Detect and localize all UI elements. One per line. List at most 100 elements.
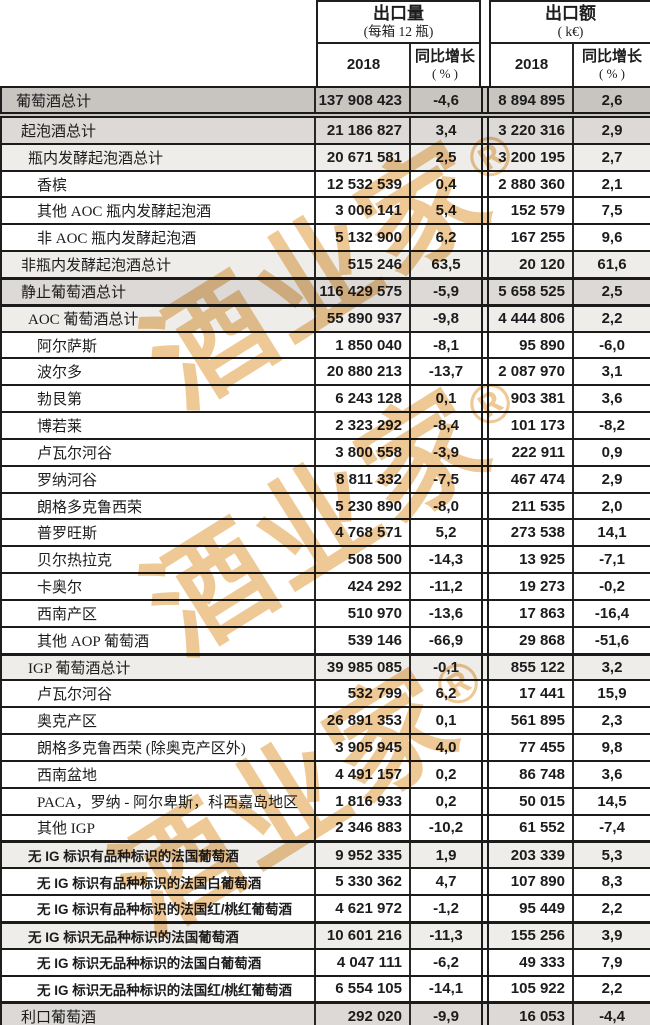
table-row: 普罗旺斯 4 768 571 5,2 273 538 14,1 bbox=[0, 520, 650, 548]
value-2018-cell: 95 449 bbox=[489, 896, 574, 921]
column-group-title: 出口量 bbox=[373, 4, 424, 24]
volume-growth-cell: -14,3 bbox=[428, 551, 464, 569]
column-group-divider bbox=[481, 144, 489, 170]
volume-2018-cell: 20 671 581 bbox=[316, 144, 411, 170]
row-label: AOC 葡萄酒总计 bbox=[0, 306, 316, 331]
value-2018-cell: 155 256 bbox=[489, 923, 574, 948]
value-2018-cell: 19 273 bbox=[489, 574, 574, 599]
row-label: 西南盆地 bbox=[0, 761, 316, 787]
volume-2018-cell: 532 799 bbox=[316, 681, 411, 707]
value-growth-cell: 2,2 bbox=[601, 980, 623, 998]
volume-growth-cell: 0,2 bbox=[435, 792, 457, 810]
value-growth-cell: 2,3 bbox=[601, 712, 623, 730]
row-label: 无 IG 标识有品种标识的法国红/桃红葡萄酒 bbox=[0, 896, 316, 921]
column-group-subtitle: (每箱 12 瓶) bbox=[363, 24, 434, 40]
column-group-divider bbox=[481, 681, 489, 707]
table-row: 起泡酒总计 21 186 827 3,4 3 220 316 2,9 bbox=[0, 118, 650, 145]
value-growth-cell: 2,2 bbox=[601, 310, 623, 328]
value-growth-cell: 8,3 bbox=[601, 873, 623, 891]
column-group-divider bbox=[481, 520, 489, 546]
row-label: 普罗旺斯 bbox=[0, 520, 316, 546]
row-label: 卢瓦尔河谷 bbox=[0, 439, 316, 465]
column-group-divider bbox=[481, 118, 489, 143]
volume-2018-cell: 508 500 bbox=[316, 547, 411, 573]
table-row: 其他 AOP 葡萄酒 539 146 -66,9 29 868 -51,6 bbox=[0, 627, 650, 655]
value-2018-cell: 3 220 316 bbox=[489, 118, 574, 143]
row-label: 其他 AOP 葡萄酒 bbox=[0, 627, 316, 653]
column-group-divider bbox=[481, 923, 489, 948]
table-row: 西南盆地 4 491 157 0,2 86 748 3,6 bbox=[0, 761, 650, 789]
table-row: 波尔多 20 880 213 -13,7 2 087 970 3,1 bbox=[0, 359, 650, 387]
volume-2018-cell: 4 621 972 bbox=[316, 896, 411, 921]
table-row: 瓶内发酵起泡酒总计 20 671 581 2,5 3 200 195 2,7 bbox=[0, 144, 650, 172]
table-row: 利口葡萄酒 292 020 -9,9 16 053 -4,4 bbox=[0, 1003, 650, 1025]
value-growth-cell: 2,1 bbox=[601, 175, 623, 193]
value-2018-cell: 16 053 bbox=[489, 1004, 574, 1025]
row-label: 贝尔热拉克 bbox=[0, 547, 316, 573]
volume-2018-cell: 5 230 890 bbox=[316, 493, 411, 519]
column-group-divider bbox=[481, 1004, 489, 1025]
table-row: 罗纳河谷 8 811 332 -7,5 467 474 2,9 bbox=[0, 466, 650, 494]
volume-growth-cell: 6,2 bbox=[435, 229, 457, 247]
value-2018-cell: 95 890 bbox=[489, 332, 574, 358]
column-group-gap bbox=[481, 44, 489, 86]
column-group-divider bbox=[481, 386, 489, 412]
row-label: PACA，罗纳 - 阿尔卑斯，科西嘉岛地区 bbox=[0, 788, 316, 814]
volume-2018-cell: 26 891 353 bbox=[316, 708, 411, 734]
volume-2018-cell: 1 816 933 bbox=[316, 788, 411, 814]
table-row: 非瓶内发酵起泡酒总计 515 246 63,5 20 120 61,6 bbox=[0, 252, 650, 279]
table-row: 其他 AOC 瓶内发酵起泡酒 3 006 141 5,4 152 579 7,5 bbox=[0, 198, 650, 226]
value-growth-cell: 5,3 bbox=[601, 846, 623, 864]
value-growth-cell: 3,6 bbox=[601, 765, 623, 783]
value-growth-cell: -4,4 bbox=[599, 1007, 625, 1025]
value-2018-cell: 561 895 bbox=[489, 708, 574, 734]
volume-2018-cell: 424 292 bbox=[316, 574, 411, 599]
table-row: 贝尔热拉克 508 500 -14,3 13 925 -7,1 bbox=[0, 547, 650, 575]
row-label: 静止葡萄酒总计 bbox=[0, 279, 316, 304]
volume-growth-cell: 0,1 bbox=[435, 712, 457, 730]
value-2018-cell: 3 200 195 bbox=[489, 144, 574, 170]
volume-growth-cell: 1,9 bbox=[435, 846, 457, 864]
volume-growth-cell: -13,7 bbox=[428, 363, 464, 381]
table-row: 奥克产区 26 891 353 0,1 561 895 2,3 bbox=[0, 708, 650, 736]
table-row: 卡奥尔 424 292 -11,2 19 273 -0,2 bbox=[0, 574, 650, 601]
row-label: 葡萄酒总计 bbox=[0, 88, 316, 112]
table-row: 勃艮第 6 243 128 0,1 903 381 3,6 bbox=[0, 386, 650, 414]
table-row: 阿尔萨斯 1 850 040 -8,1 95 890 -6,0 bbox=[0, 332, 650, 360]
value-2018-cell: 203 339 bbox=[489, 843, 574, 868]
volume-2018-cell: 10 601 216 bbox=[316, 923, 411, 948]
column-group-divider bbox=[481, 655, 489, 680]
value-growth-header: 同比增长 ( % ) bbox=[581, 48, 642, 82]
row-label: 罗纳河谷 bbox=[0, 466, 316, 492]
value-growth-cell: 2,9 bbox=[601, 470, 623, 488]
table-row: IGP 葡萄酒总计 39 985 085 -0,1 855 122 3,2 bbox=[0, 654, 650, 682]
value-growth-cell: 2,2 bbox=[601, 899, 623, 917]
table-body: 葡萄酒总计 137 908 423 -4,6 8 894 895 2,6 起泡酒总计 21 … bbox=[0, 86, 650, 1025]
volume-2018-cell: 137 908 423 bbox=[316, 88, 411, 112]
volume-growth-cell: 0,2 bbox=[435, 765, 457, 783]
volume-2018-cell: 2 346 883 bbox=[316, 815, 411, 841]
row-label: 无 IG 标识无品种标识的法国红/桃红葡萄酒 bbox=[0, 976, 316, 1002]
row-label: 朗格多克鲁西荣 (除奥克产区外) bbox=[0, 735, 316, 760]
volume-growth-cell: 6,2 bbox=[435, 685, 457, 703]
value-2018-cell: 49 333 bbox=[489, 949, 574, 975]
column-group-divider bbox=[481, 279, 489, 304]
column-group-divider bbox=[481, 600, 489, 626]
header-label-spacer bbox=[0, 0, 316, 44]
column-group-divider bbox=[481, 547, 489, 573]
row-label: 其他 IGP bbox=[0, 815, 316, 841]
row-label: 朗格多克鲁西荣 bbox=[0, 493, 316, 519]
value-growth-cell: -0,2 bbox=[599, 577, 625, 595]
column-group-divider bbox=[481, 788, 489, 814]
table-row: PACA，罗纳 - 阿尔卑斯，科西嘉岛地区 1 816 933 0,2 50 015 1… bbox=[0, 788, 650, 816]
value-2018-cell: 2 880 360 bbox=[489, 171, 574, 197]
volume-2018-cell: 116 429 575 bbox=[316, 279, 411, 304]
value-growth-cell: 9,8 bbox=[601, 738, 623, 756]
table-row: 卢瓦尔河谷 3 800 558 -3,9 222 911 0,9 bbox=[0, 439, 650, 467]
column-group-divider bbox=[481, 306, 489, 331]
value-growth-cell: 3,2 bbox=[601, 658, 623, 676]
table-row: 西南产区 510 970 -13,6 17 863 -16,4 bbox=[0, 600, 650, 628]
volume-year-header: 2018 bbox=[316, 44, 411, 86]
volume-2018-cell: 1 850 040 bbox=[316, 332, 411, 358]
